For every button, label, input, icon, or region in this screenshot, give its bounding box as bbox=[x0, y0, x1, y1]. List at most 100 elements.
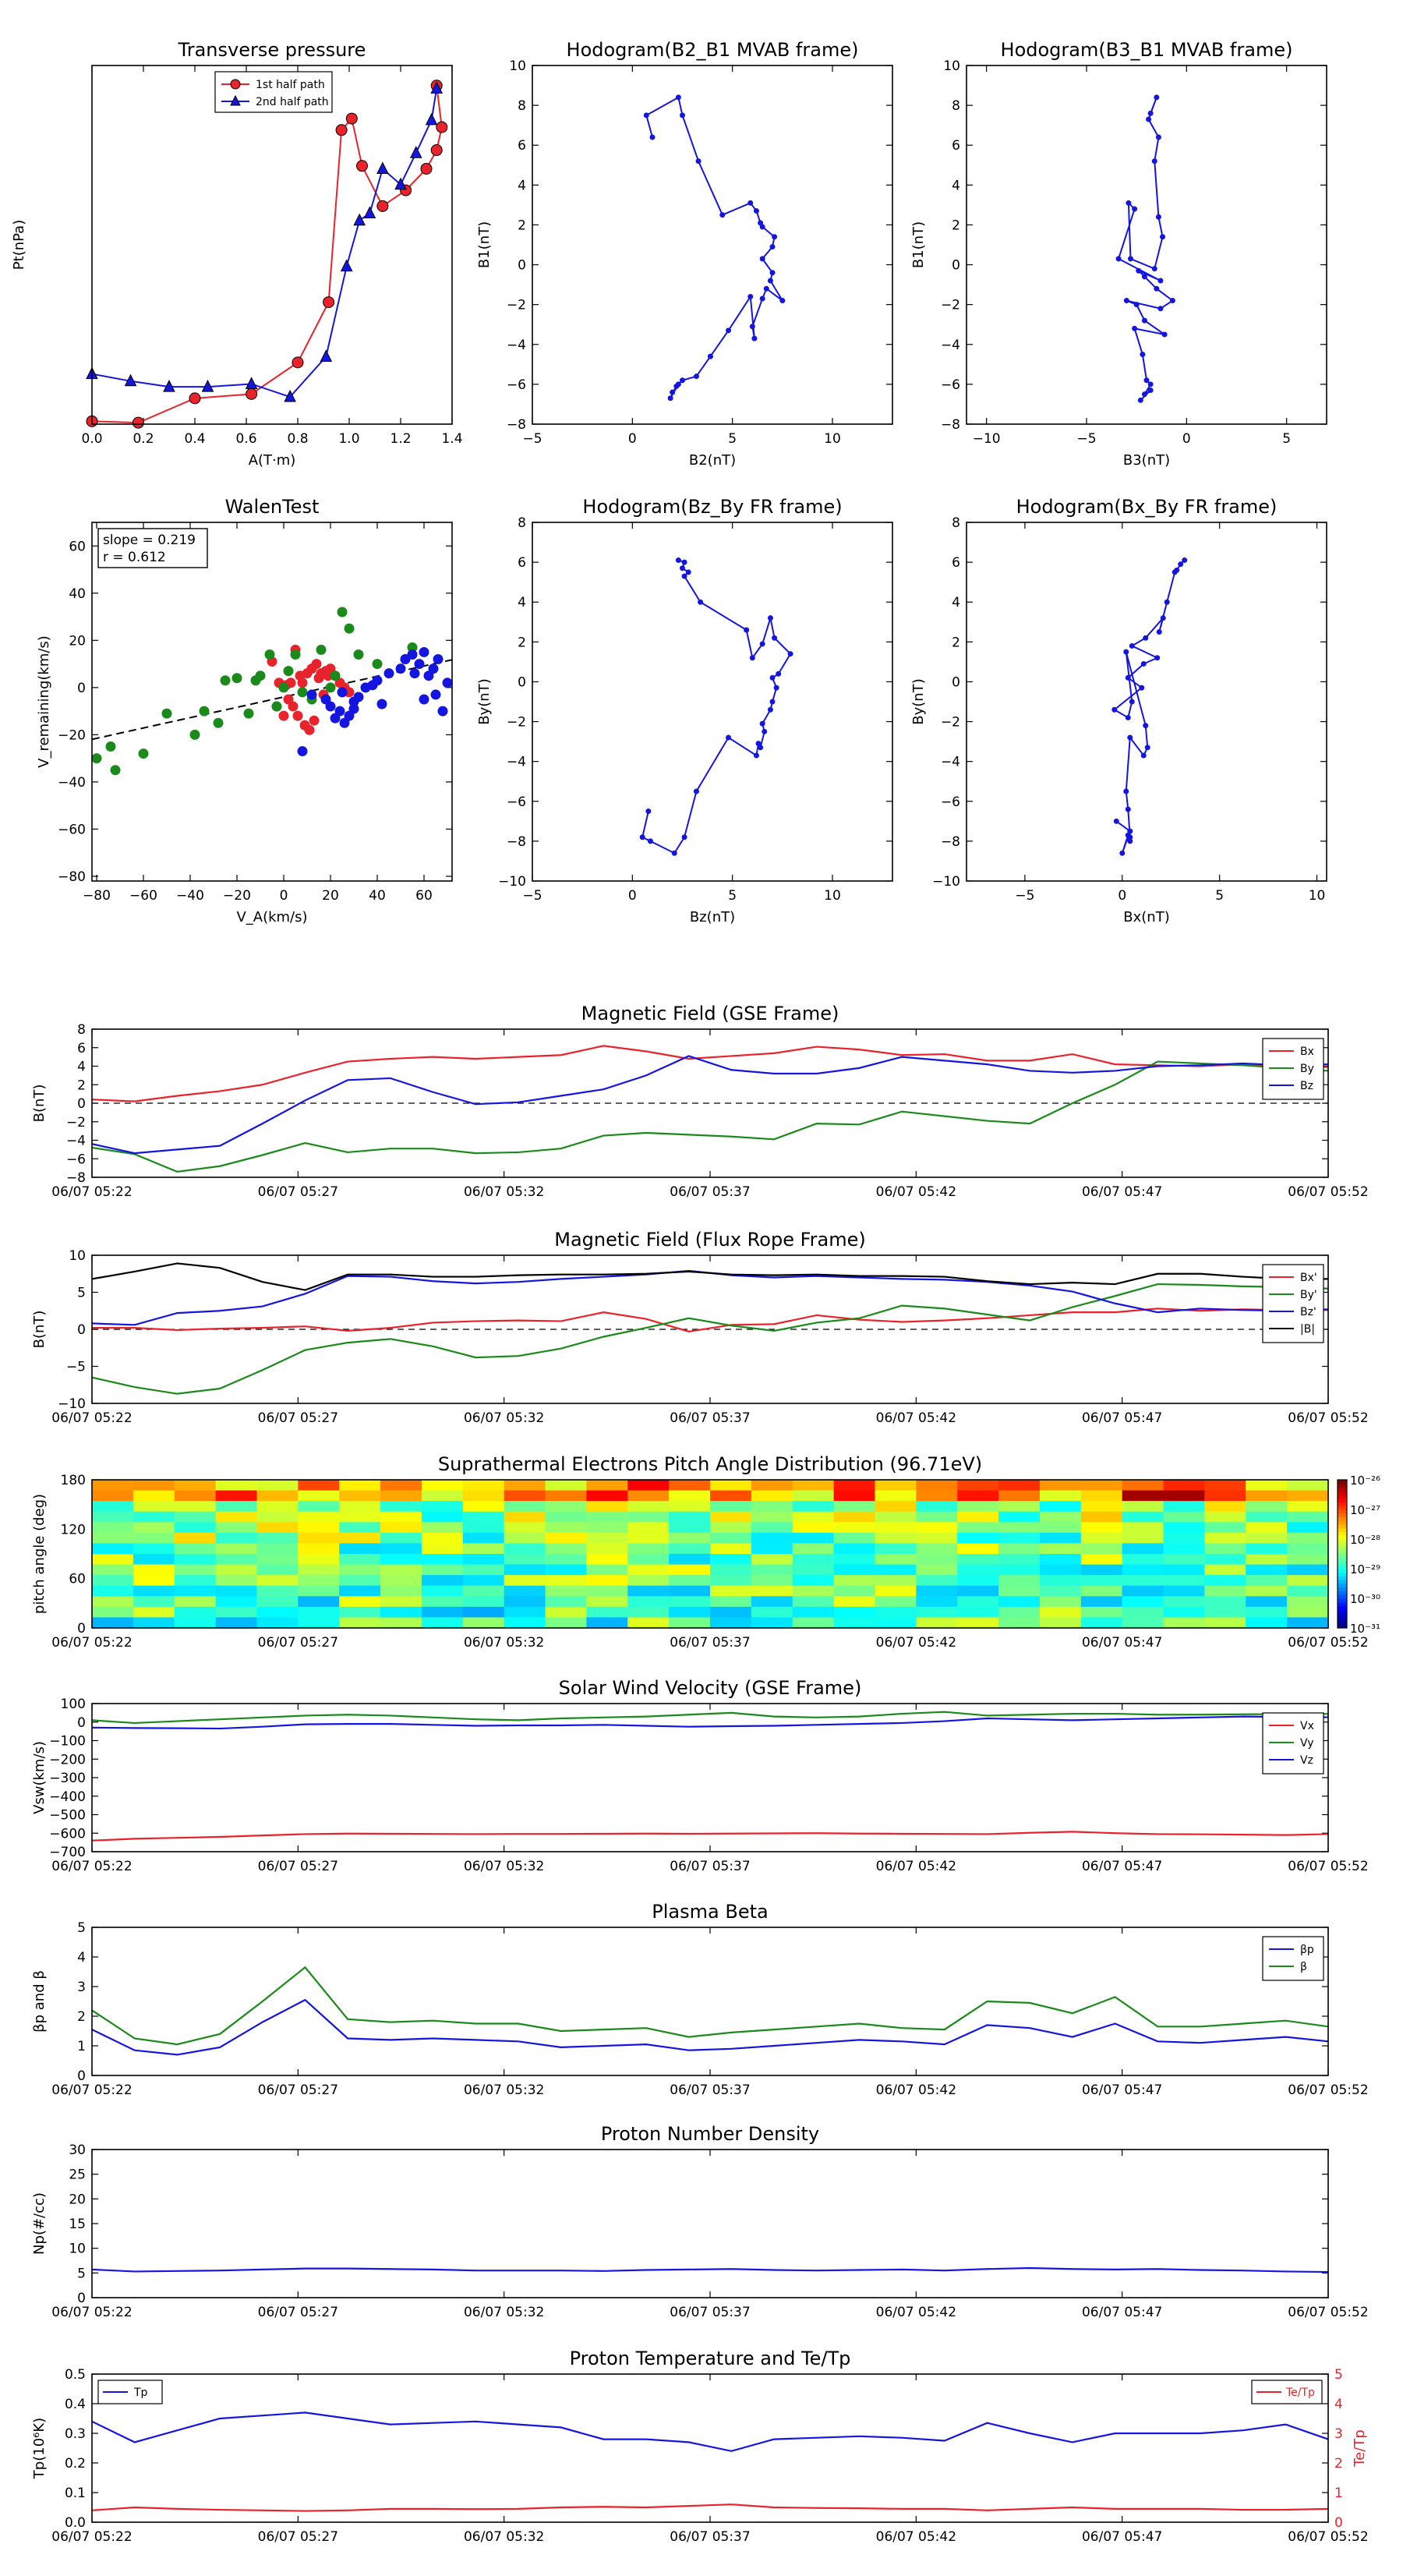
pad-cell bbox=[504, 1511, 546, 1523]
pad-cell bbox=[545, 1596, 587, 1608]
bfr-legend-label: By' bbox=[1300, 1289, 1317, 1301]
pad-cell bbox=[1080, 1511, 1123, 1523]
h2-marker-dot bbox=[1157, 306, 1164, 312]
walen-point-blue bbox=[409, 668, 420, 679]
pad-cell bbox=[1122, 1480, 1164, 1491]
pad-cell bbox=[1122, 1490, 1164, 1502]
walen-point-blue bbox=[353, 692, 364, 702]
pad-cell bbox=[833, 1511, 876, 1523]
pad-cell bbox=[215, 1606, 258, 1619]
pad-cell bbox=[875, 1501, 917, 1513]
h4-marker-dot bbox=[1178, 561, 1184, 568]
pad-cell bbox=[1080, 1617, 1123, 1629]
vsw-series-Vx bbox=[91, 1831, 1329, 1842]
h4-marker-dot bbox=[1113, 818, 1119, 824]
pad-cell bbox=[504, 1490, 546, 1502]
h3-marker-dot bbox=[693, 788, 699, 794]
pad-cell bbox=[215, 1522, 258, 1534]
pad-cell bbox=[504, 1543, 546, 1555]
pad-cell bbox=[998, 1490, 1041, 1502]
pad-cell bbox=[421, 1511, 464, 1523]
pad-cell bbox=[1287, 1490, 1329, 1502]
h4-ytick-label: 2 bbox=[952, 635, 960, 650]
bgse-ytick-label: −2 bbox=[66, 1115, 86, 1131]
pad-cell bbox=[462, 1532, 505, 1545]
pad-cell bbox=[92, 1511, 134, 1523]
walen-xtick-label: −80 bbox=[83, 888, 111, 904]
h4-ytick-label: −4 bbox=[941, 755, 960, 770]
walen-point-green bbox=[278, 682, 289, 693]
h4-xtick-label: 0 bbox=[1118, 888, 1126, 904]
walen-point-blue bbox=[325, 701, 336, 712]
bgse-series-Bz bbox=[91, 1055, 1329, 1155]
walen-point-blue bbox=[437, 706, 448, 717]
pad-cell bbox=[339, 1532, 381, 1545]
pad-cell bbox=[669, 1564, 711, 1576]
walen-xtick-label: 0 bbox=[280, 888, 288, 904]
pad-cell bbox=[627, 1564, 670, 1576]
h4-xtick-label: −5 bbox=[1015, 888, 1034, 904]
pad-cell bbox=[751, 1617, 793, 1629]
beta-xtick-label: 06/07 05:52 bbox=[1288, 2082, 1368, 2098]
np-xtick-label: 06/07 05:32 bbox=[464, 2305, 544, 2320]
np-ytick-label: 0 bbox=[77, 2291, 86, 2306]
pt-marker-circle bbox=[189, 392, 201, 405]
h4-marker-dot bbox=[1140, 660, 1147, 667]
h2-marker-dot bbox=[1141, 391, 1147, 398]
h1-ytick-label: 6 bbox=[518, 138, 526, 154]
pad-cell bbox=[215, 1564, 258, 1576]
pad-cell bbox=[174, 1543, 217, 1555]
pad-cell bbox=[256, 1606, 299, 1619]
walen-point-green bbox=[283, 666, 294, 677]
tp-title: Proton Temperature and Te/Tp bbox=[570, 2348, 851, 2369]
walen-point-blue bbox=[433, 654, 444, 665]
pad-cell bbox=[1163, 1522, 1205, 1534]
pad-cell bbox=[833, 1606, 876, 1619]
walen-point-green bbox=[330, 671, 341, 681]
pad-cell bbox=[1039, 1554, 1082, 1566]
pad-xtick-label: 06/07 05:27 bbox=[258, 1635, 338, 1651]
pad-cell bbox=[875, 1490, 917, 1502]
pad-cell bbox=[957, 1543, 999, 1555]
pad-cell bbox=[1122, 1575, 1164, 1587]
pad-cell bbox=[504, 1522, 546, 1534]
pad-cell bbox=[380, 1522, 422, 1534]
walen-point-green bbox=[105, 741, 116, 752]
pad-cell bbox=[792, 1564, 835, 1576]
pad-cell bbox=[1122, 1606, 1164, 1619]
bfr-legend-label: Bz' bbox=[1300, 1306, 1316, 1318]
h4-marker-dot bbox=[1172, 569, 1178, 575]
h2-title: Hodogram(B3_B1 MVAB frame) bbox=[1001, 39, 1293, 61]
pad-title: Suprathermal Electrons Pitch Angle Distr… bbox=[438, 1453, 982, 1475]
pad-cell bbox=[504, 1501, 546, 1513]
pad-cell bbox=[792, 1617, 835, 1629]
pad-cell bbox=[833, 1596, 876, 1608]
pad-cell bbox=[1287, 1617, 1329, 1629]
pad-cell bbox=[1287, 1543, 1329, 1555]
pad-xtick-label: 06/07 05:32 bbox=[464, 1635, 544, 1651]
pad-cell bbox=[875, 1543, 917, 1555]
h1-marker-dot bbox=[693, 373, 699, 380]
pad-cell bbox=[133, 1606, 175, 1619]
tp-xtick-label: 06/07 05:22 bbox=[51, 2529, 132, 2545]
pad-cell bbox=[792, 1501, 835, 1513]
pad-colorbar-segment bbox=[1338, 1565, 1347, 1569]
pad-cell bbox=[710, 1522, 752, 1534]
walen-point-blue bbox=[442, 678, 453, 688]
walen-point-blue bbox=[334, 706, 345, 717]
h4-xtick-label: 5 bbox=[1215, 888, 1224, 904]
pad-cell bbox=[1204, 1575, 1246, 1587]
vsw-ytick-label: 100 bbox=[61, 1697, 86, 1712]
pad-cell bbox=[957, 1575, 999, 1587]
walen-point-red bbox=[297, 678, 308, 688]
pad-cell bbox=[586, 1543, 628, 1555]
pad-cell bbox=[421, 1596, 464, 1608]
h1-xtick-label: 10 bbox=[824, 431, 841, 447]
pad-cell bbox=[421, 1606, 464, 1619]
h4-ytick-label: −6 bbox=[941, 794, 960, 810]
pad-cell bbox=[133, 1501, 175, 1513]
h3-ytick-label: −6 bbox=[507, 794, 526, 810]
pt-marker-triangle bbox=[363, 206, 376, 219]
walen-point-blue bbox=[306, 689, 317, 700]
np-axes-frame bbox=[91, 2149, 1329, 2298]
